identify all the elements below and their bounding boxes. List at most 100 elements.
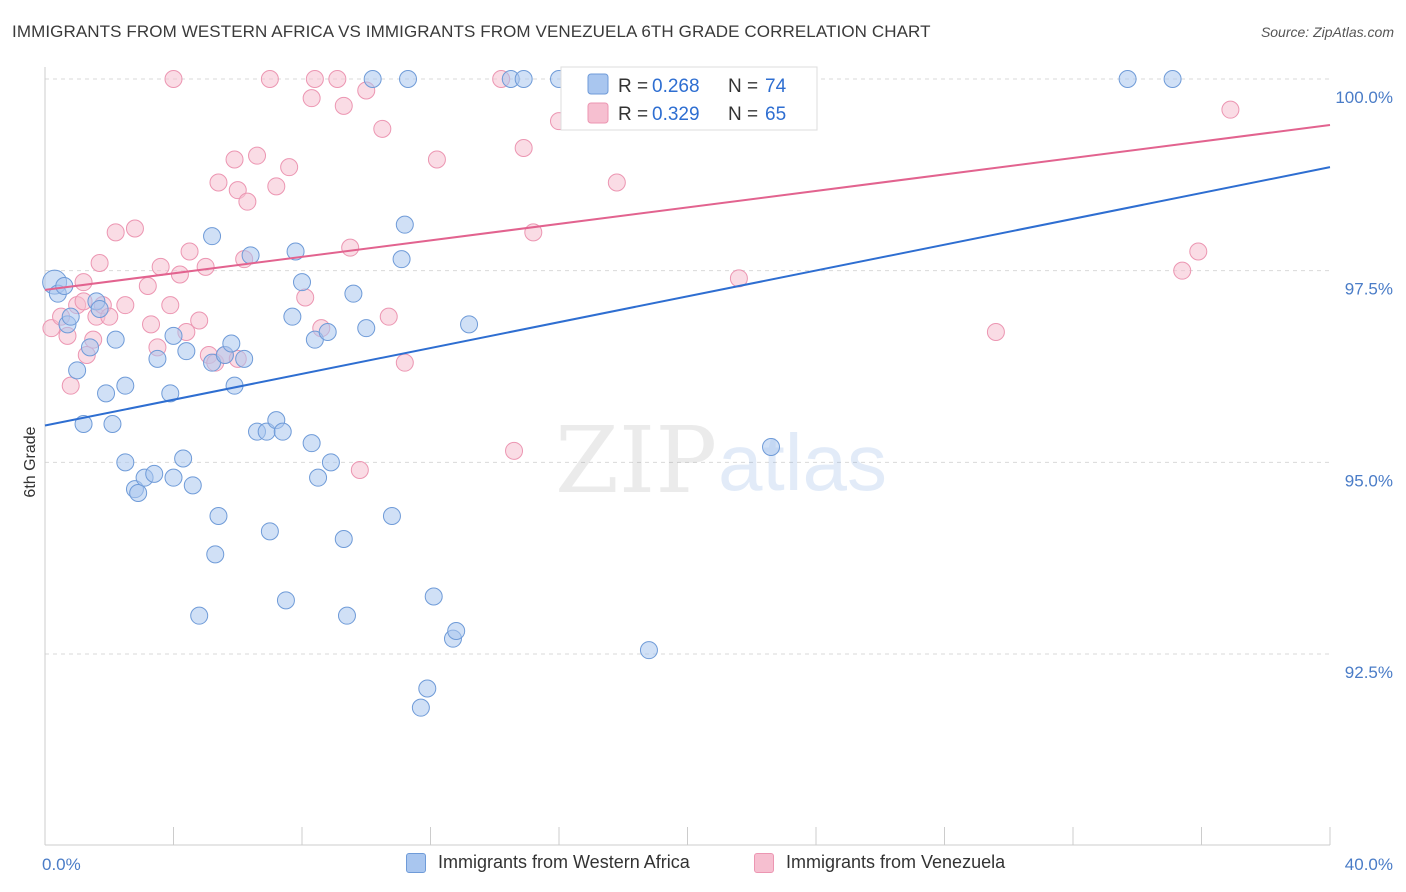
point-western-africa-22[interactable] bbox=[164, 326, 183, 345]
point-venezuela-32[interactable] bbox=[238, 192, 257, 211]
point-western-africa-16[interactable] bbox=[129, 484, 148, 502]
point-western-africa-69[interactable] bbox=[639, 641, 658, 660]
point-venezuela-42[interactable] bbox=[341, 238, 360, 257]
point-western-africa-13[interactable] bbox=[116, 376, 135, 395]
point-western-africa-32[interactable] bbox=[222, 334, 241, 353]
legend-item-western-africa[interactable]: Immigrants from Western Africa bbox=[406, 852, 690, 873]
point-venezuela-62[interactable] bbox=[260, 70, 279, 88]
point-western-africa-58[interactable] bbox=[399, 70, 418, 88]
point-western-africa-21[interactable] bbox=[164, 468, 183, 487]
point-venezuela-37[interactable] bbox=[302, 89, 321, 108]
point-western-africa-44[interactable] bbox=[293, 273, 311, 292]
point-western-africa-19[interactable] bbox=[148, 349, 167, 368]
point-western-africa-42[interactable] bbox=[283, 307, 302, 326]
point-western-africa-41[interactable] bbox=[276, 591, 295, 610]
point-western-africa-70[interactable] bbox=[762, 438, 781, 456]
point-western-africa-52[interactable] bbox=[344, 284, 363, 303]
point-western-africa-9[interactable] bbox=[90, 300, 109, 318]
point-western-africa-47[interactable] bbox=[309, 468, 328, 487]
point-western-africa-34[interactable] bbox=[235, 349, 254, 368]
point-western-africa-7[interactable] bbox=[80, 338, 99, 357]
point-venezuela-24[interactable] bbox=[196, 257, 215, 276]
point-venezuela-23[interactable] bbox=[190, 311, 209, 330]
point-western-africa-48[interactable] bbox=[318, 323, 337, 341]
point-western-africa-5[interactable] bbox=[68, 361, 87, 380]
point-western-africa-57[interactable] bbox=[395, 215, 414, 234]
point-venezuela-58[interactable] bbox=[1173, 261, 1192, 280]
point-western-africa-55[interactable] bbox=[382, 507, 401, 525]
point-venezuela-22[interactable] bbox=[180, 242, 199, 261]
point-western-africa-60[interactable] bbox=[418, 679, 437, 698]
point-western-africa-12[interactable] bbox=[106, 330, 125, 349]
point-western-africa-43[interactable] bbox=[286, 242, 305, 261]
point-venezuela-59[interactable] bbox=[1189, 242, 1208, 261]
legend-n-value-2: 65 bbox=[765, 104, 786, 125]
point-western-africa-54[interactable] bbox=[363, 70, 382, 88]
point-venezuela-6[interactable] bbox=[74, 273, 93, 292]
point-western-africa-23[interactable] bbox=[174, 449, 193, 468]
point-venezuela-13[interactable] bbox=[106, 223, 125, 242]
point-western-africa-29[interactable] bbox=[206, 545, 225, 564]
point-venezuela-48[interactable] bbox=[427, 150, 446, 169]
point-western-africa-10[interactable] bbox=[97, 384, 116, 403]
point-venezuela-33[interactable] bbox=[248, 146, 267, 165]
point-western-africa-71[interactable] bbox=[1118, 70, 1137, 88]
point-venezuela-61[interactable] bbox=[164, 70, 183, 88]
point-western-africa-63[interactable] bbox=[447, 622, 466, 640]
point-venezuela-19[interactable] bbox=[161, 296, 180, 315]
point-western-africa-4[interactable] bbox=[61, 307, 80, 326]
point-western-africa-72[interactable] bbox=[1163, 70, 1182, 88]
point-venezuela-10[interactable] bbox=[90, 254, 109, 272]
point-western-africa-56[interactable] bbox=[392, 250, 411, 269]
point-venezuela-45[interactable] bbox=[373, 119, 392, 138]
point-venezuela-51[interactable] bbox=[514, 139, 533, 157]
point-venezuela-38[interactable] bbox=[305, 70, 324, 88]
point-western-africa-26[interactable] bbox=[190, 606, 209, 625]
point-western-africa-25[interactable] bbox=[183, 476, 202, 495]
point-venezuela-60[interactable] bbox=[1221, 100, 1240, 119]
point-venezuela-34[interactable] bbox=[267, 177, 286, 196]
point-western-africa-20[interactable] bbox=[161, 384, 180, 403]
point-venezuela-30[interactable] bbox=[228, 181, 247, 200]
point-venezuela-36[interactable] bbox=[296, 288, 315, 307]
point-venezuela-46[interactable] bbox=[379, 307, 398, 326]
point-western-africa-38[interactable] bbox=[260, 522, 279, 541]
point-venezuela-16[interactable] bbox=[138, 277, 157, 295]
point-western-africa-73[interactable] bbox=[514, 70, 533, 88]
legend-item-venezuela[interactable]: Immigrants from Venezuela bbox=[754, 852, 1005, 873]
point-venezuela-20[interactable] bbox=[170, 265, 189, 284]
point-venezuela-14[interactable] bbox=[116, 296, 135, 315]
point-western-africa-11[interactable] bbox=[103, 415, 122, 433]
point-venezuela-55[interactable] bbox=[607, 173, 626, 192]
point-western-africa-51[interactable] bbox=[337, 606, 356, 625]
point-western-africa-61[interactable] bbox=[424, 587, 443, 606]
point-western-africa-49[interactable] bbox=[321, 453, 340, 472]
point-venezuela-27[interactable] bbox=[209, 173, 228, 192]
series-western-africa-points bbox=[42, 70, 1182, 717]
point-western-africa-14[interactable] bbox=[116, 453, 135, 472]
point-western-africa-18[interactable] bbox=[145, 464, 164, 483]
point-western-africa-50[interactable] bbox=[334, 530, 353, 548]
point-venezuela-17[interactable] bbox=[142, 315, 161, 334]
point-western-africa-45[interactable] bbox=[302, 434, 321, 453]
point-western-africa-6[interactable] bbox=[74, 415, 93, 433]
point-venezuela-43[interactable] bbox=[350, 461, 369, 479]
point-western-africa-53[interactable] bbox=[357, 319, 376, 338]
point-venezuela-40[interactable] bbox=[328, 70, 347, 88]
point-western-africa-30[interactable] bbox=[209, 507, 228, 525]
point-venezuela-15[interactable] bbox=[125, 219, 144, 238]
point-venezuela-57[interactable] bbox=[986, 323, 1005, 341]
point-venezuela-47[interactable] bbox=[395, 353, 414, 372]
point-western-africa-64[interactable] bbox=[460, 315, 479, 334]
point-venezuela-50[interactable] bbox=[505, 441, 524, 460]
point-venezuela-35[interactable] bbox=[280, 158, 299, 177]
point-western-africa-28[interactable] bbox=[203, 227, 222, 246]
point-venezuela-29[interactable] bbox=[225, 150, 244, 169]
point-western-africa-35[interactable] bbox=[241, 246, 260, 265]
point-western-africa-24[interactable] bbox=[177, 342, 196, 361]
point-venezuela-18[interactable] bbox=[151, 257, 170, 276]
point-western-africa-59[interactable] bbox=[411, 698, 430, 717]
point-venezuela-3[interactable] bbox=[61, 376, 80, 395]
point-western-africa-40[interactable] bbox=[273, 422, 292, 441]
point-venezuela-41[interactable] bbox=[334, 96, 353, 115]
